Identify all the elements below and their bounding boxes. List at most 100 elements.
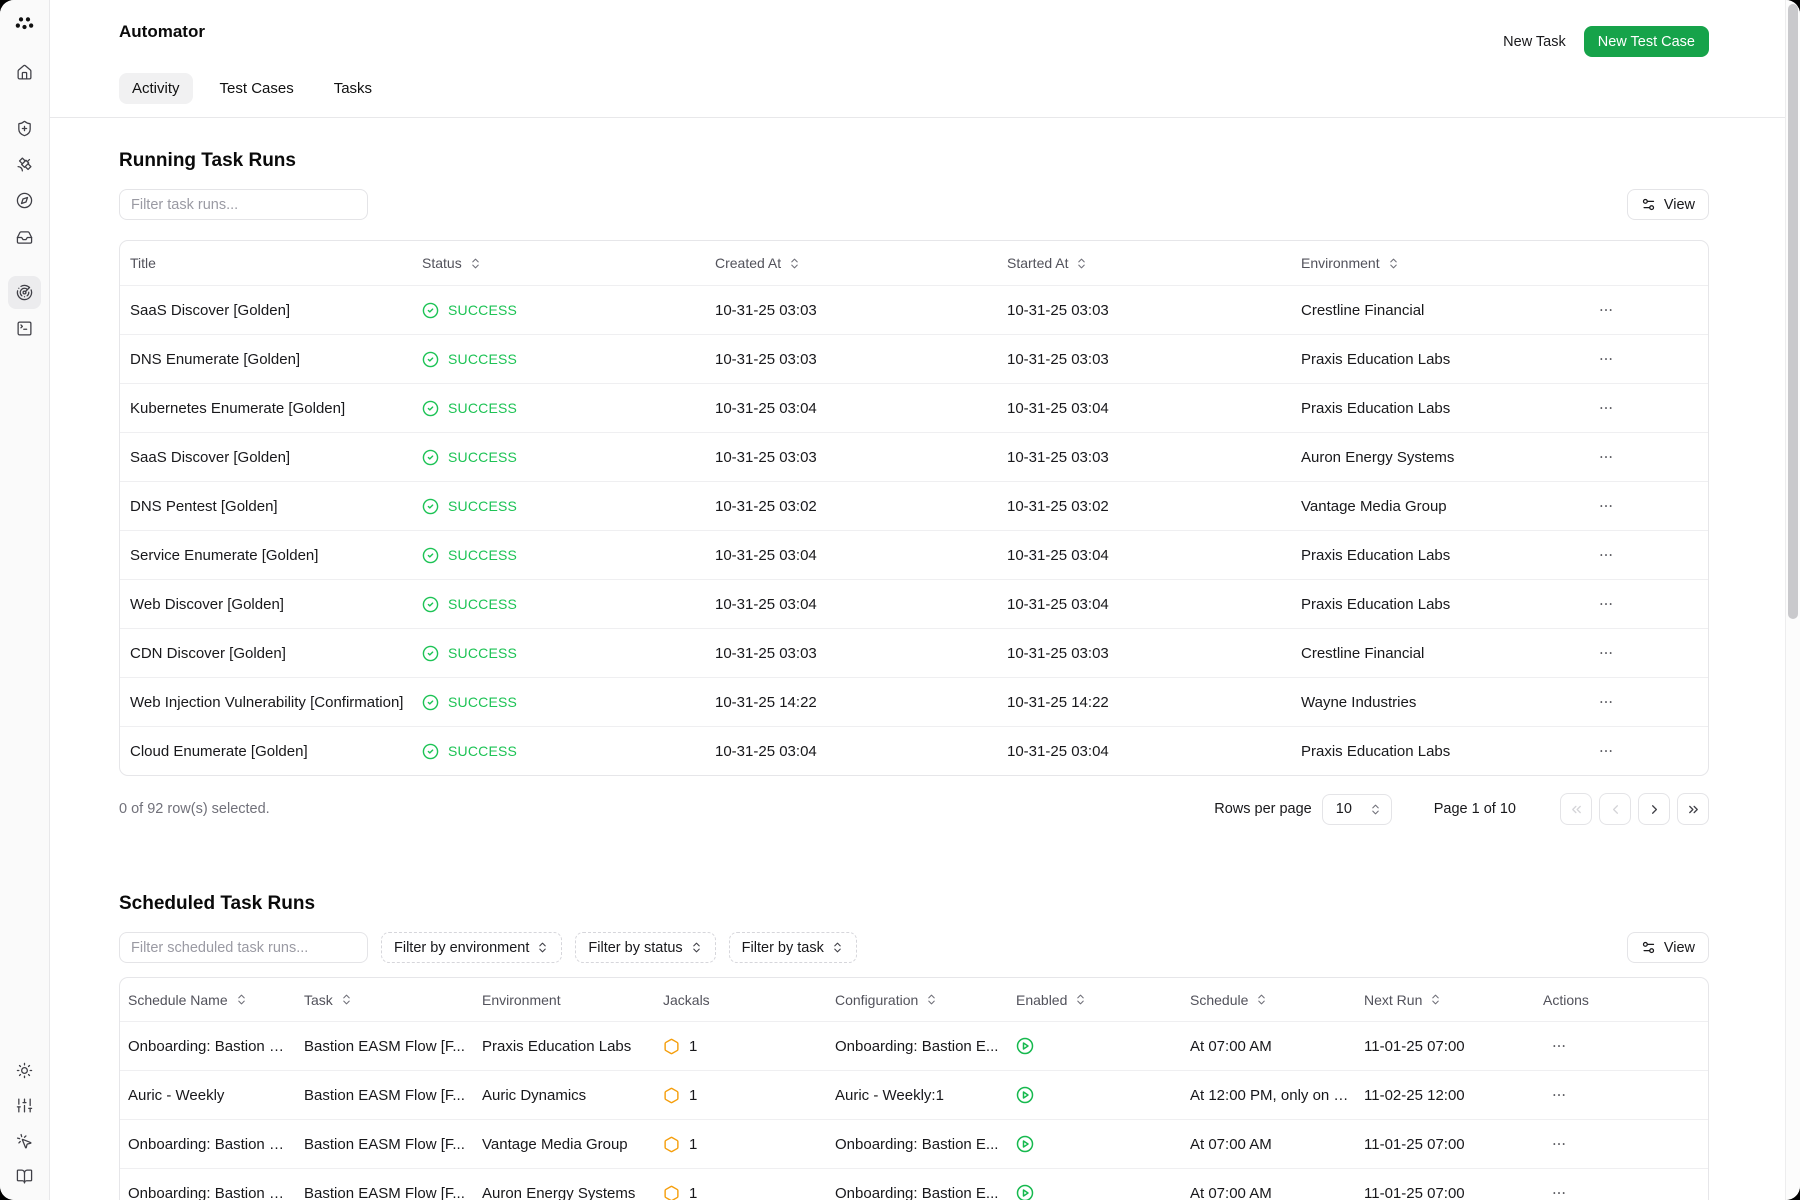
row-actions-button[interactable]: [1545, 1032, 1573, 1060]
row-actions-button[interactable]: [1592, 443, 1620, 471]
cell-task: Bastion EASM Flow [F...: [304, 1184, 465, 1200]
filter-by-environment-button[interactable]: Filter by environment: [381, 932, 563, 963]
row-actions-button[interactable]: [1592, 590, 1620, 618]
check-circle-icon: [422, 547, 439, 564]
col-enabled[interactable]: Enabled: [1016, 992, 1190, 1008]
cell-schedule: At 07:00 AM: [1190, 1135, 1272, 1153]
table-row[interactable]: SaaS Discover [Golden] SUCCESS 10-31-25 …: [120, 285, 1708, 334]
cell-environment: Praxis Education Labs: [1301, 742, 1451, 760]
sliders-icon[interactable]: [8, 1089, 41, 1122]
cell-title: Cloud Enumerate [Golden]: [130, 742, 308, 760]
table-row[interactable]: Onboarding: Bastion E... Bastion EASM Fl…: [120, 1021, 1708, 1070]
tab-test-cases[interactable]: Test Cases: [219, 80, 294, 97]
inbox-icon[interactable]: [8, 221, 41, 254]
cell-enabled[interactable]: [1016, 1135, 1190, 1153]
col-next-run[interactable]: Next Run: [1364, 992, 1543, 1008]
cell-environment: Crestline Financial: [1301, 301, 1425, 319]
col-configuration[interactable]: Configuration: [835, 992, 1016, 1008]
compass-icon[interactable]: [8, 184, 41, 217]
rows-per-page-select[interactable]: 10: [1321, 793, 1392, 825]
docs-book-icon[interactable]: [8, 1160, 41, 1193]
new-test-case-button[interactable]: New Test Case: [1583, 26, 1709, 57]
shield-plus-icon[interactable]: [8, 112, 41, 145]
scrollbar-thumb[interactable]: [1788, 4, 1798, 619]
vertical-scrollbar[interactable]: [1785, 0, 1800, 1200]
last-page-button[interactable]: [1677, 793, 1709, 825]
first-page-button[interactable]: [1560, 793, 1592, 825]
view-settings-icon: [1641, 197, 1656, 212]
next-page-button[interactable]: [1638, 793, 1670, 825]
table-row[interactable]: Cloud Enumerate [Golden] SUCCESS 10-31-2…: [120, 726, 1708, 775]
col-created-at[interactable]: Created At: [715, 255, 1007, 271]
cell-schedule: At 12:00 PM, only on S...: [1190, 1086, 1356, 1104]
running-filter-input[interactable]: [119, 189, 368, 220]
table-row[interactable]: SaaS Discover [Golden] SUCCESS 10-31-25 …: [120, 432, 1708, 481]
table-row[interactable]: Onboarding: Bastion E... Bastion EASM Fl…: [120, 1168, 1708, 1200]
col-environment[interactable]: Environment: [1301, 255, 1576, 271]
pointer-click-icon[interactable]: [8, 1125, 41, 1158]
row-actions-button[interactable]: [1545, 1130, 1573, 1158]
cell-enabled[interactable]: [1016, 1037, 1190, 1055]
table-row[interactable]: Onboarding: Bastion E... Bastion EASM Fl…: [120, 1119, 1708, 1168]
cell-started-at: 10-31-25 03:04: [1007, 742, 1109, 760]
radar-icon-active[interactable]: [8, 276, 41, 309]
satellite-icon[interactable]: [8, 148, 41, 181]
app-logo-icon[interactable]: [8, 7, 41, 40]
row-actions-button[interactable]: [1592, 639, 1620, 667]
col-actions: Actions: [1543, 991, 1589, 1008]
table-row[interactable]: Auric - Weekly Bastion EASM Flow [F... A…: [120, 1070, 1708, 1119]
sort-icon: [1075, 257, 1088, 270]
row-actions-button[interactable]: [1592, 296, 1620, 324]
table-row[interactable]: CDN Discover [Golden] SUCCESS 10-31-25 0…: [120, 628, 1708, 677]
cell-enabled[interactable]: [1016, 1184, 1190, 1200]
new-task-button[interactable]: New Task: [1503, 33, 1566, 50]
sort-icon: [1255, 993, 1268, 1006]
theme-sun-icon[interactable]: [8, 1054, 41, 1087]
table-row[interactable]: Web Discover [Golden] SUCCESS 10-31-25 0…: [120, 579, 1708, 628]
row-actions-button[interactable]: [1592, 541, 1620, 569]
cell-schedule: At 07:00 AM: [1190, 1184, 1272, 1200]
col-task[interactable]: Task: [304, 992, 482, 1008]
terminal-icon[interactable]: [8, 312, 41, 345]
row-actions-button[interactable]: [1545, 1081, 1573, 1109]
running-pagination: 0 of 92 row(s) selected. Rows per page 1…: [119, 788, 1709, 830]
row-actions-button[interactable]: [1592, 345, 1620, 373]
running-view-button[interactable]: View: [1626, 189, 1709, 220]
scheduled-filter-input[interactable]: [119, 932, 368, 963]
cell-started-at: 10-31-25 03:04: [1007, 399, 1109, 417]
row-actions-button[interactable]: [1545, 1179, 1573, 1200]
ellipsis-icon: [1598, 449, 1614, 465]
row-actions-button[interactable]: [1592, 394, 1620, 422]
cell-enabled[interactable]: [1016, 1086, 1190, 1104]
table-row[interactable]: Service Enumerate [Golden] SUCCESS 10-31…: [120, 530, 1708, 579]
tab-activity[interactable]: Activity: [119, 73, 193, 104]
row-actions-button[interactable]: [1592, 492, 1620, 520]
col-started-at[interactable]: Started At: [1007, 255, 1301, 271]
cell-environment: Praxis Education Labs: [1301, 595, 1451, 613]
scheduled-view-button[interactable]: View: [1626, 932, 1709, 963]
col-status[interactable]: Status: [422, 255, 715, 271]
running-table-header: Title Status Created At Started At Envir…: [120, 241, 1708, 285]
ellipsis-icon: [1598, 547, 1614, 563]
home-icon[interactable]: [8, 56, 41, 89]
filter-by-task-button[interactable]: Filter by task: [728, 932, 857, 963]
cell-jackals: 1: [663, 1038, 835, 1055]
ellipsis-icon: [1598, 743, 1614, 759]
filter-by-status-button[interactable]: Filter by status: [575, 932, 716, 963]
table-row[interactable]: DNS Enumerate [Golden] SUCCESS 10-31-25 …: [120, 334, 1708, 383]
rows-per-page-label: Rows per page: [1214, 801, 1312, 817]
cell-task: Bastion EASM Flow [F...: [304, 1037, 465, 1055]
cell-created-at: 10-31-25 03:04: [715, 399, 817, 417]
tab-tasks[interactable]: Tasks: [333, 80, 373, 97]
table-row[interactable]: DNS Pentest [Golden] SUCCESS 10-31-25 03…: [120, 481, 1708, 530]
table-row[interactable]: Web Injection Vulnerability [Confirmatio…: [120, 677, 1708, 726]
col-schedule-name[interactable]: Schedule Name: [128, 992, 304, 1008]
col-schedule[interactable]: Schedule: [1190, 992, 1364, 1008]
ellipsis-icon: [1551, 1038, 1567, 1054]
row-actions-button[interactable]: [1592, 737, 1620, 765]
row-actions-button[interactable]: [1592, 688, 1620, 716]
filter-label: Filter by task: [741, 939, 824, 956]
table-row[interactable]: Kubernetes Enumerate [Golden] SUCCESS 10…: [120, 383, 1708, 432]
prev-page-button[interactable]: [1599, 793, 1631, 825]
cell-schedule-name: Onboarding: Bastion E...: [128, 1184, 292, 1200]
